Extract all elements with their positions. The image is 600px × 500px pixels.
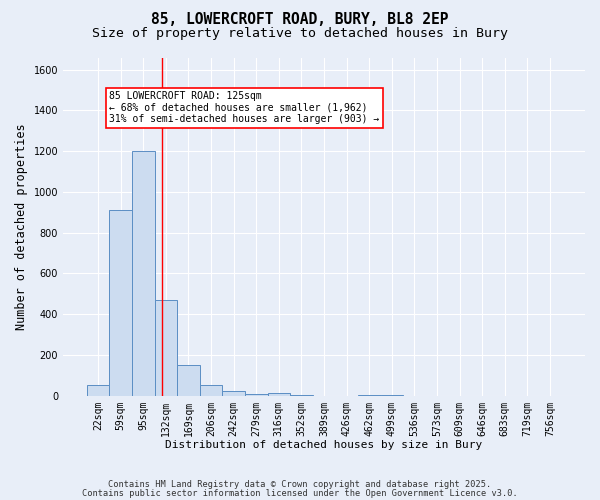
Bar <box>132 151 155 396</box>
Bar <box>223 390 245 396</box>
Bar <box>268 392 290 396</box>
Text: Contains HM Land Registry data © Crown copyright and database right 2025.: Contains HM Land Registry data © Crown c… <box>109 480 491 489</box>
Bar <box>358 394 380 396</box>
Text: Size of property relative to detached houses in Bury: Size of property relative to detached ho… <box>92 28 508 40</box>
Bar <box>87 384 109 396</box>
X-axis label: Distribution of detached houses by size in Bury: Distribution of detached houses by size … <box>166 440 482 450</box>
Bar <box>380 394 403 396</box>
Y-axis label: Number of detached properties: Number of detached properties <box>15 124 28 330</box>
Bar <box>109 210 132 396</box>
Bar <box>200 384 223 396</box>
Bar <box>290 394 313 396</box>
Bar <box>177 365 200 396</box>
Text: 85, LOWERCROFT ROAD, BURY, BL8 2EP: 85, LOWERCROFT ROAD, BURY, BL8 2EP <box>151 12 449 28</box>
Bar <box>245 394 268 396</box>
Text: 85 LOWERCROFT ROAD: 125sqm
← 68% of detached houses are smaller (1,962)
31% of s: 85 LOWERCROFT ROAD: 125sqm ← 68% of deta… <box>109 91 380 124</box>
Bar <box>155 300 177 396</box>
Text: Contains public sector information licensed under the Open Government Licence v3: Contains public sector information licen… <box>82 488 518 498</box>
